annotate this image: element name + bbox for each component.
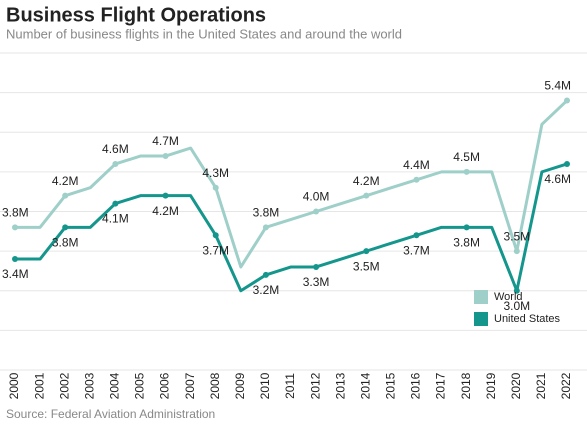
data-point: [62, 192, 69, 199]
data-label: 3.0M: [503, 299, 530, 313]
data-point: [262, 224, 269, 231]
data-point: [162, 153, 169, 160]
data-point: [463, 224, 470, 231]
data-label: 3.2M: [253, 283, 280, 297]
data-point: [262, 271, 269, 278]
x-tick-label: 2001: [32, 372, 46, 399]
data-label: 3.5M: [503, 229, 530, 243]
x-tick-label: 2003: [82, 372, 96, 399]
data-point: [513, 248, 520, 255]
x-tick-label: 2000: [7, 372, 21, 399]
data-point: [313, 208, 320, 215]
x-tick-label: 2012: [308, 372, 322, 399]
x-tick-label: 2008: [208, 372, 222, 399]
data-point: [363, 192, 370, 199]
data-label: 3.7M: [403, 243, 430, 257]
data-label: 4.4M: [403, 158, 430, 172]
data-label: 3.5M: [353, 259, 380, 273]
data-label: 5.4M: [544, 79, 571, 93]
data-label: 4.3M: [202, 166, 229, 180]
data-label: 3.8M: [52, 236, 79, 250]
x-tick-label: 2011: [283, 373, 297, 399]
x-tick-label: 2009: [233, 372, 247, 399]
data-point: [62, 224, 69, 231]
data-point: [212, 184, 219, 191]
data-point: [564, 160, 570, 167]
data-label: 4.6M: [544, 172, 571, 186]
legend-swatch: [474, 312, 488, 326]
x-tick-label: 2005: [133, 372, 147, 399]
data-point: [12, 224, 18, 231]
data-point: [112, 160, 119, 167]
x-tick-label: 2014: [358, 372, 372, 399]
x-tick-label: 2015: [384, 372, 398, 399]
data-point: [413, 232, 420, 239]
x-tick-label: 2021: [534, 372, 548, 399]
data-point: [162, 192, 169, 199]
data-label: 4.6M: [102, 142, 129, 156]
x-tick-label: 2020: [509, 372, 523, 399]
data-point: [413, 176, 420, 183]
data-label: 3.7M: [202, 243, 229, 257]
data-point: [12, 256, 18, 263]
x-tick-label: 2002: [57, 372, 71, 399]
data-point: [112, 200, 119, 207]
x-tick-label: 2022: [559, 372, 573, 399]
x-tick-label: 2010: [258, 372, 272, 399]
data-label: 4.2M: [52, 174, 79, 188]
data-label: 4.2M: [353, 174, 380, 188]
data-label: 4.5M: [453, 150, 480, 164]
data-label: 3.8M: [2, 206, 29, 220]
data-point: [363, 248, 370, 255]
legend-label: World: [494, 291, 523, 303]
chart-title: Business Flight Operations: [6, 4, 266, 26]
data-point: [313, 263, 320, 270]
data-label: 3.3M: [303, 275, 330, 289]
data-point: [564, 97, 570, 104]
legend-label: United States: [494, 313, 561, 325]
x-tick-label: 2013: [333, 372, 347, 399]
data-label: 3.4M: [2, 267, 29, 281]
x-tick-label: 2004: [108, 372, 122, 399]
data-label: 4.2M: [152, 204, 179, 218]
data-point: [513, 287, 520, 294]
x-tick-label: 2016: [409, 372, 423, 399]
series-line: [15, 162, 568, 293]
data-label: 3.8M: [253, 206, 280, 220]
x-tick-label: 2006: [158, 372, 172, 399]
chart-subtitle: Number of business flights in the United…: [6, 26, 402, 41]
x-tick-label: 2019: [484, 372, 498, 399]
x-tick-label: 2007: [183, 372, 197, 399]
data-label: 4.0M: [303, 190, 330, 204]
legend-swatch: [474, 290, 488, 304]
data-label: 4.7M: [152, 134, 179, 148]
source: Source: Federal Aviation Administration: [6, 407, 215, 421]
data-point: [212, 232, 219, 239]
x-tick-label: 2017: [434, 372, 448, 399]
series-line: [15, 99, 569, 269]
x-tick-label: 2018: [459, 372, 473, 399]
data-label: 3.8M: [453, 236, 480, 250]
data-point: [463, 168, 470, 175]
data-label: 4.1M: [102, 212, 129, 226]
